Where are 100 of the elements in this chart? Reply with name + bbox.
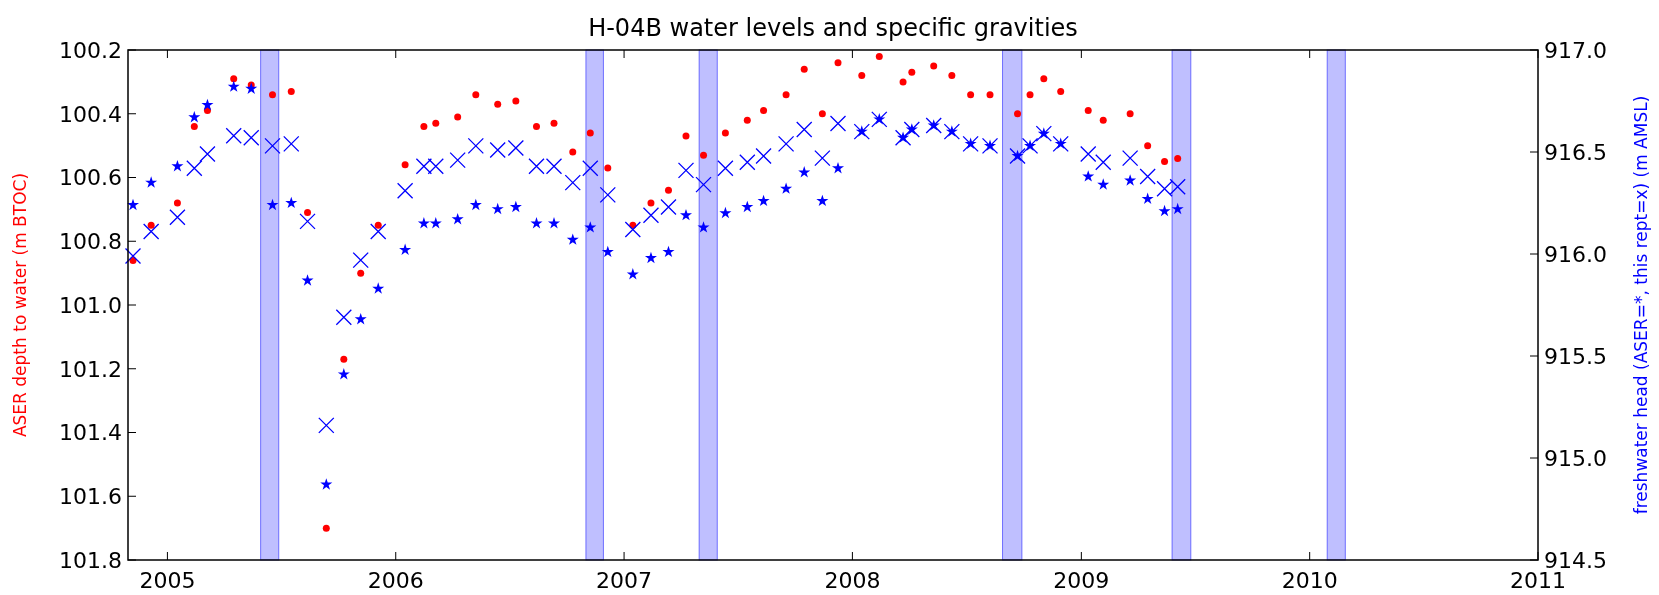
y-tick-label: 101.2 xyxy=(59,356,122,382)
point xyxy=(264,137,281,155)
point xyxy=(491,202,504,215)
x-tick-label: 2006 xyxy=(367,568,424,593)
point xyxy=(374,221,382,229)
point xyxy=(604,164,612,172)
point xyxy=(930,62,938,70)
x-tick-label: 2008 xyxy=(824,568,881,593)
point xyxy=(967,91,975,99)
point xyxy=(124,247,142,265)
point xyxy=(550,119,558,127)
point xyxy=(626,268,639,280)
point xyxy=(719,206,732,219)
point xyxy=(798,166,811,178)
point xyxy=(644,251,657,264)
point xyxy=(357,269,365,277)
y-tick-label: 100.4 xyxy=(59,101,122,127)
point xyxy=(782,91,790,99)
point xyxy=(739,154,756,171)
point xyxy=(875,52,883,60)
point xyxy=(1124,174,1137,186)
point xyxy=(467,137,484,155)
point xyxy=(858,72,866,79)
point xyxy=(320,478,333,490)
y-axis-title: ASER depth to water (m BTOC) xyxy=(10,172,30,438)
point xyxy=(814,149,831,167)
point xyxy=(173,199,181,207)
point xyxy=(1040,75,1048,83)
point xyxy=(624,221,641,238)
point xyxy=(451,212,464,225)
point xyxy=(986,91,994,99)
point xyxy=(1099,116,1107,124)
point xyxy=(679,208,693,221)
point xyxy=(800,65,808,73)
point xyxy=(335,309,352,326)
y-tick-label: 100.6 xyxy=(59,165,122,191)
point xyxy=(337,368,350,380)
x-tick-label: 2010 xyxy=(1281,568,1338,593)
point xyxy=(582,160,599,177)
point xyxy=(472,91,480,99)
point xyxy=(1014,110,1022,118)
point xyxy=(322,524,330,532)
point xyxy=(1057,87,1065,95)
point xyxy=(948,72,956,79)
point xyxy=(755,147,772,165)
x-tick-label: 2005 xyxy=(139,568,196,593)
point xyxy=(266,198,279,211)
point xyxy=(417,217,430,229)
point xyxy=(318,417,335,434)
point xyxy=(126,198,140,211)
x-tick-label: 2007 xyxy=(596,568,653,593)
point xyxy=(399,243,412,256)
point xyxy=(340,355,348,363)
point xyxy=(301,274,314,286)
point xyxy=(569,148,577,156)
point xyxy=(642,207,660,224)
point xyxy=(743,116,751,124)
y-tick-label: 101.4 xyxy=(59,420,122,446)
point xyxy=(304,209,312,217)
point xyxy=(695,176,712,193)
point xyxy=(401,161,409,169)
point xyxy=(169,209,186,226)
point xyxy=(677,162,695,179)
y2-tick-label: 915.0 xyxy=(1544,445,1607,471)
point xyxy=(429,217,442,229)
point xyxy=(682,132,690,140)
point xyxy=(831,161,845,174)
point xyxy=(143,223,160,240)
point xyxy=(227,80,240,92)
point xyxy=(1161,158,1169,166)
point xyxy=(147,221,155,229)
point xyxy=(396,182,414,199)
y2-tick-label: 917.0 xyxy=(1544,37,1607,63)
point xyxy=(1139,168,1156,185)
point xyxy=(547,217,561,229)
point xyxy=(354,312,367,325)
point xyxy=(512,97,520,105)
point xyxy=(834,59,842,67)
point xyxy=(245,82,258,94)
point xyxy=(285,196,298,209)
point xyxy=(532,123,540,130)
point xyxy=(449,152,466,169)
point xyxy=(530,217,543,229)
point xyxy=(829,115,847,132)
point xyxy=(145,176,158,188)
point xyxy=(370,223,387,240)
point xyxy=(1174,154,1182,162)
point xyxy=(494,100,502,108)
point xyxy=(454,113,462,121)
y-tick-label: 101.8 xyxy=(59,547,122,573)
chart-title: H-04B water levels and specific gravities xyxy=(588,14,1078,42)
point xyxy=(586,129,594,137)
point xyxy=(186,160,203,177)
point xyxy=(230,75,238,83)
point xyxy=(171,159,184,172)
point xyxy=(564,174,581,191)
point xyxy=(1126,110,1134,118)
point xyxy=(489,141,506,159)
point xyxy=(469,198,482,211)
point xyxy=(1095,154,1112,171)
